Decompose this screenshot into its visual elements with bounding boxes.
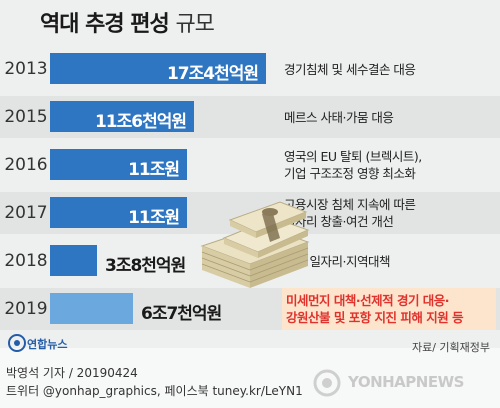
- year-label: 2018: [4, 251, 48, 271]
- year-label: 2019: [4, 299, 48, 319]
- year-label: 2015: [4, 107, 48, 127]
- description-line: 강원산불 및 포항 지진 피해 지원 등: [286, 310, 464, 325]
- money-stack-illustration: [200, 201, 310, 288]
- yonhap-logo-icon: [8, 334, 26, 352]
- chart-row-2016: 2016 11조원 영국의 EU 탈퇴 (브렉시트), 기업 구조조정 영향 최소화: [0, 144, 500, 186]
- row-description: 청년 일자리·지역대책: [284, 253, 494, 270]
- title-bold: 역대 추경 편성: [40, 12, 170, 37]
- value-label: 11조원: [128, 160, 180, 180]
- chart-row-2019: 2019 6조7천억원 미세먼지 대책·선제적 경기 대응· 강원산불 및 포항 지진…: [0, 288, 500, 330]
- value-label: 17조4천억원: [166, 64, 259, 84]
- description-line: 일자리 창출·여건 개선: [284, 214, 394, 229]
- bar-2018: [50, 245, 97, 276]
- row-description: 메르스 사태·가뭄 대응: [284, 109, 494, 126]
- description-line: 미세먼지 대책·선제적 경기 대응·: [286, 293, 450, 308]
- chart-row-2015: 2015 11조6천억원 메르스 사태·가뭄 대응: [0, 96, 500, 138]
- credit-reporter: 박영석 기자 / 20190424: [6, 366, 138, 380]
- yonhap-watermark: YONHAPNEWS: [312, 368, 498, 398]
- value-label: 6조7천억원: [141, 304, 222, 324]
- watermark-text: YONHAPNEWS: [348, 373, 464, 391]
- description-line: 영국의 EU 탈퇴 (브렉시트),: [284, 149, 422, 164]
- value-label: 11조6천억원: [94, 112, 187, 132]
- year-label: 2017: [4, 203, 48, 223]
- watermark-logo-icon: [313, 369, 341, 397]
- chart-row-2018: 2018 3조8천억원 청년 일자리·지역대책: [0, 240, 500, 282]
- year-label: 2013: [4, 59, 48, 79]
- row-description: 미세먼지 대책·선제적 경기 대응· 강원산불 및 포항 지진 피해 지원 등: [282, 288, 496, 330]
- bar-2016: [50, 149, 187, 180]
- source-note: 자료/ 기획재정부: [411, 341, 490, 354]
- value-label: 3조8천억원: [105, 256, 186, 276]
- logo-text: 연합뉴스: [27, 338, 68, 351]
- bar-2015: [50, 101, 194, 132]
- bar-2017: [50, 197, 187, 228]
- row-description: 경기침체 및 세수결손 대응: [284, 61, 494, 78]
- year-label: 2016: [4, 155, 48, 175]
- chart-title: 역대 추경 편성 규모: [40, 6, 215, 38]
- description-line: 기업 구조조정 영향 최소화: [284, 166, 416, 181]
- description-line: 메르스 사태·가뭄 대응: [284, 110, 394, 125]
- description-line: 고용시장 침체 지속에 따른: [284, 197, 416, 212]
- description-line: 청년 일자리·지역대책: [284, 254, 390, 269]
- bar-2013: [50, 53, 266, 84]
- title-light: 규모: [175, 12, 214, 37]
- value-label: 11조원: [128, 208, 180, 228]
- bar-2019: [50, 293, 133, 324]
- credit-social: 트위터 @yonhap_graphics, 페이스북 tuney.kr/LeYN…: [6, 384, 303, 398]
- chart-panel: 역대 추경 편성 규모 2013 17조4천억원 경기침체 및 세수결손 대응 201…: [0, 6, 500, 330]
- description-line: 경기침체 및 세수결손 대응: [284, 62, 416, 77]
- chart-row-2013: 2013 17조4천억원 경기침체 및 세수결손 대응: [0, 48, 500, 90]
- row-description: 영국의 EU 탈퇴 (브렉시트), 기업 구조조정 영향 최소화: [284, 148, 494, 182]
